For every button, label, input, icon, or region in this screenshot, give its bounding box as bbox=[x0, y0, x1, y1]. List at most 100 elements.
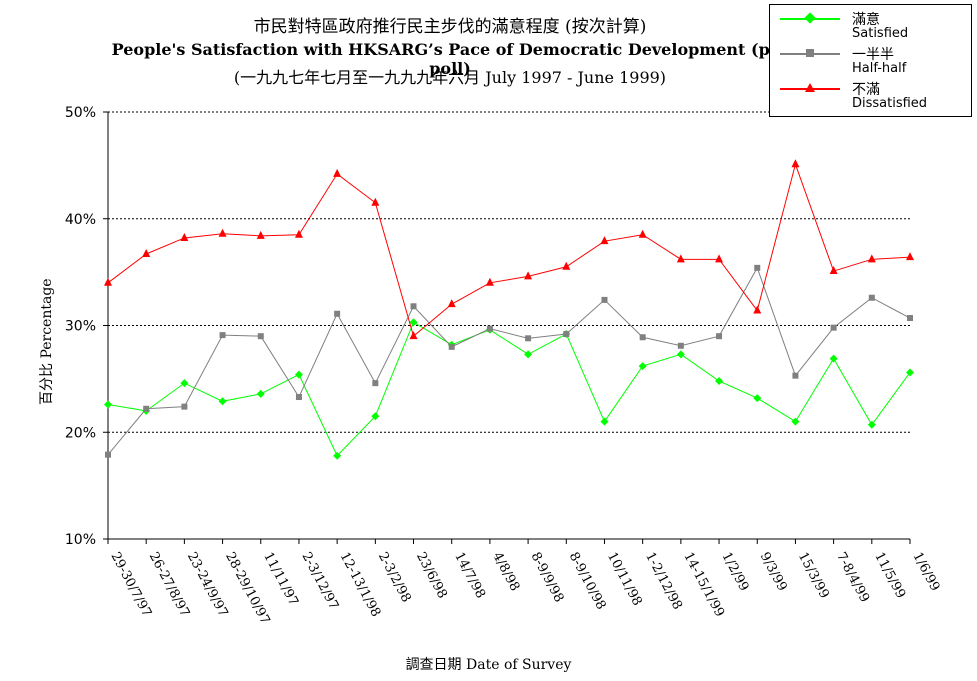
data-point-square bbox=[181, 403, 188, 410]
data-point-square bbox=[143, 405, 150, 412]
data-point-diamond bbox=[829, 354, 838, 363]
data-point-triangle bbox=[447, 299, 456, 308]
data-point-triangle bbox=[638, 229, 647, 238]
y-tick-label: 40% bbox=[65, 212, 96, 228]
data-point-triangle bbox=[715, 254, 724, 263]
chart-subtitle-period: (一九九七年七月至一九九九年六月 July 1997 - June 1999) bbox=[233, 68, 667, 87]
data-point-triangle bbox=[524, 271, 533, 280]
x-tick-label: 8-9/10/98 bbox=[566, 550, 609, 612]
data-point-triangle bbox=[753, 305, 762, 314]
x-tick-label: 2-3/12/97 bbox=[298, 550, 341, 612]
x-tick-label: 11/5/99 bbox=[871, 550, 908, 601]
legend-label-zh: 滿意 bbox=[852, 12, 880, 28]
data-point-triangle bbox=[294, 229, 303, 238]
x-axis-label: 調查日期 Date of Survey bbox=[405, 657, 572, 673]
legend-label-en: Dissatisfied bbox=[852, 96, 928, 111]
data-point-square bbox=[792, 372, 799, 379]
data-point-diamond bbox=[256, 389, 265, 398]
y-tick-label: 30% bbox=[65, 319, 96, 335]
x-tick-label: 11/11/97 bbox=[260, 550, 301, 609]
legend-label-zh: 一半半 bbox=[852, 47, 894, 63]
data-point-square bbox=[830, 324, 837, 331]
y-tick-label: 20% bbox=[65, 425, 96, 441]
data-point-square bbox=[334, 310, 341, 317]
data-point-triangle bbox=[676, 254, 685, 263]
data-point-triangle bbox=[371, 197, 380, 206]
data-point-triangle bbox=[142, 248, 151, 257]
x-tick-label: 12-13/1/98 bbox=[337, 550, 384, 620]
data-point-triangle bbox=[256, 230, 265, 239]
x-tick-label: 7-8/4/99 bbox=[833, 550, 872, 605]
x-tick-label: 2-3/2/98 bbox=[375, 550, 414, 605]
legend-item-satisfied: 滿意 Satisfied bbox=[770, 8, 970, 44]
data-point-diamond bbox=[180, 379, 189, 388]
x-tick-label: 14-15/1/99 bbox=[680, 550, 727, 620]
data-point-square bbox=[601, 296, 608, 303]
data-point-diamond bbox=[753, 394, 762, 403]
x-tick-label: 1-2/12/98 bbox=[642, 550, 685, 612]
y-tick-label: 10% bbox=[65, 532, 96, 548]
legend-label-en: Half-half bbox=[852, 61, 907, 76]
data-point-square bbox=[525, 335, 532, 342]
data-point-diamond bbox=[676, 350, 685, 359]
data-point-square bbox=[563, 331, 570, 338]
legend-label-en: Satisfied bbox=[852, 26, 909, 41]
data-point-square bbox=[639, 334, 646, 341]
data-point-diamond bbox=[906, 368, 914, 377]
data-point-triangle bbox=[562, 261, 571, 270]
data-point-square bbox=[219, 332, 226, 339]
data-point-diamond bbox=[600, 417, 609, 426]
data-point-diamond bbox=[409, 318, 418, 327]
data-point-triangle bbox=[791, 159, 800, 168]
x-tick-label: 8-9/9/98 bbox=[528, 550, 567, 605]
legend-square-marker bbox=[806, 49, 814, 57]
chart-title-chinese: 市民對特區政府推行民主步伐的滿意程度 (按次計算) bbox=[253, 17, 647, 37]
data-point-triangle bbox=[867, 254, 876, 263]
data-point-square bbox=[257, 333, 264, 340]
data-point-triangle bbox=[180, 232, 189, 241]
data-point-square bbox=[754, 264, 761, 271]
series-line bbox=[107, 266, 911, 455]
data-point-square bbox=[410, 303, 417, 310]
data-point-square bbox=[448, 343, 455, 350]
legend-item-half-half: 一半半 Half-half bbox=[770, 43, 970, 79]
data-point-square bbox=[677, 342, 684, 349]
y-axis-label: 百分比 Percentage bbox=[39, 278, 55, 405]
data-point-diamond bbox=[524, 350, 533, 359]
x-tick-label: 1/6/99 bbox=[909, 550, 942, 594]
x-tick-label: 14/7/98 bbox=[451, 550, 488, 601]
data-point-square bbox=[716, 333, 723, 340]
data-point-diamond bbox=[791, 417, 800, 426]
x-tick-label: 10/11/98 bbox=[604, 550, 645, 609]
data-point-triangle bbox=[485, 277, 494, 286]
series-line bbox=[107, 321, 911, 457]
data-point-diamond bbox=[371, 412, 380, 421]
data-point-triangle bbox=[104, 277, 112, 286]
legend-triangle-marker bbox=[805, 83, 815, 92]
x-tick-label: 23/6/98 bbox=[413, 550, 450, 601]
data-point-diamond bbox=[715, 377, 724, 386]
data-point-triangle bbox=[829, 266, 838, 275]
data-point-triangle bbox=[600, 236, 609, 245]
legend-diamond-marker bbox=[804, 12, 816, 24]
x-tick-label: 4/8/98 bbox=[489, 550, 522, 594]
data-point-diamond bbox=[104, 400, 112, 409]
x-tick-label: 9/3/99 bbox=[757, 550, 790, 594]
x-tick-label: 1/2/99 bbox=[719, 550, 752, 594]
data-point-triangle bbox=[333, 168, 342, 177]
data-point-diamond bbox=[294, 370, 303, 379]
chart-legend: 滿意 Satisfied 一半半 Half-half 不滿 Dissatisfi… bbox=[769, 4, 972, 117]
data-point-triangle bbox=[409, 331, 418, 340]
data-point-diamond bbox=[638, 362, 647, 371]
x-tick-label: 29-30/7/97 bbox=[107, 550, 154, 620]
legend-item-dissatisfied: 不滿 Dissatisfied bbox=[770, 78, 970, 114]
legend-label-zh: 不滿 bbox=[852, 82, 880, 98]
x-tick-label: 15/3/99 bbox=[795, 550, 832, 601]
data-point-triangle bbox=[906, 252, 914, 261]
data-point-square bbox=[372, 380, 379, 387]
chart-title-english: People's Satisfaction with HKSARG’s Pace… bbox=[111, 40, 789, 78]
data-point-square bbox=[486, 325, 493, 332]
data-point-triangle bbox=[218, 228, 227, 237]
y-tick-label: 50% bbox=[65, 105, 96, 121]
